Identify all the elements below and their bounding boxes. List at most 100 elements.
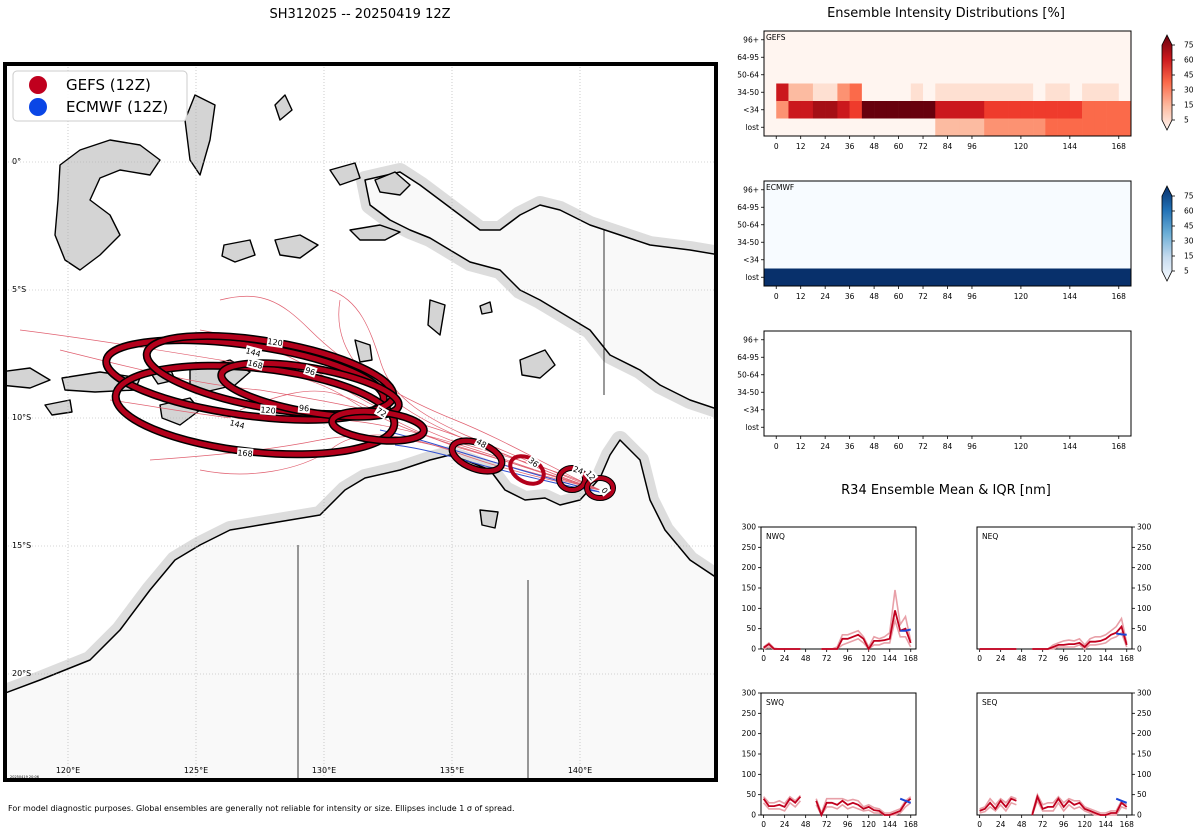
x-tick-label: 72 — [822, 654, 832, 663]
gefs-mean-line — [979, 624, 1128, 650]
heatmap-cell — [1033, 118, 1046, 137]
map-axis-labels: 120°E 125°E 130°E 135°E 140°E 0° 5°S 10°… — [10, 157, 592, 779]
x-tick-label: 120 — [1078, 654, 1093, 663]
heatmap-cell — [1106, 101, 1120, 119]
colorbar-blues-ticks: 5 15 30 45 60 75 — [1172, 192, 1194, 276]
y-tick-label: 200 — [1137, 563, 1152, 572]
y-tick-label: lost — [745, 123, 759, 132]
y-tick-label: 300 — [1137, 689, 1152, 698]
ellipse-label: 168 — [237, 448, 253, 458]
r34-panel-seq: SEQ 0 50 100 150 200 250 300 0 24 48 72 96 120 144 168 — [976, 689, 1152, 829]
x-tick-label: 120 — [1014, 442, 1029, 451]
heatmap-cell — [1106, 83, 1120, 102]
heatmap-cell — [1082, 101, 1095, 119]
map-legend: GEFS (12Z) ECMWF (12Z) — [12, 70, 188, 122]
ellipse-label: 96 — [304, 366, 317, 378]
heatmap-cell — [874, 118, 887, 137]
ecmwf-mean-line — [899, 797, 912, 804]
heatmap-cell — [800, 118, 814, 137]
x-tick-label: 144 — [1063, 292, 1078, 301]
heatmap-cell — [849, 118, 863, 137]
colorbar-tick-label: 5 — [1184, 116, 1189, 125]
ellipse-168a — [103, 337, 387, 423]
heatmap-cell — [984, 83, 997, 102]
x-tick-label: 60 — [894, 442, 904, 451]
heatmap-empty: 96+ 64-95 50-64 34-50 <34 lost 0 12 24 36 48 60 72 84… — [737, 330, 1132, 451]
heatmap-cell — [837, 118, 850, 137]
gefs-iqr-low-line — [762, 800, 912, 817]
lon-label: 130°E — [312, 766, 336, 775]
heatmap-cell — [776, 83, 789, 102]
x-tick-label: 24 — [820, 292, 830, 301]
x-tick-label: 72 — [918, 142, 928, 151]
heatmap-cell — [1069, 83, 1083, 102]
x-tick-label: 120 — [1078, 820, 1093, 829]
y-tick-label: 50 — [746, 624, 756, 633]
y-tick-label: 96+ — [743, 335, 759, 344]
y-tick-label: 34-50 — [737, 388, 759, 397]
x-tick-label: 96 — [843, 654, 853, 663]
x-tick-label: 168 — [1112, 142, 1127, 151]
x-tick-label: 96 — [1059, 820, 1069, 829]
y-tick-label: 96+ — [743, 185, 759, 194]
heatmap-cell — [1020, 101, 1034, 119]
y-tick-label: 250 — [1137, 709, 1152, 718]
heatmap-cell — [898, 118, 912, 137]
r34-panel-neq: NEQ 0 50 100 150 200 250 300 0 24 48 72 96 120 144 168 — [976, 523, 1152, 663]
ellipse-0 — [585, 476, 615, 500]
x-tick-label: 12 — [796, 142, 806, 151]
r34-quadrant-label: NEQ — [982, 532, 998, 541]
colorbar-tick-label: 30 — [1184, 86, 1194, 95]
heatmap-cell — [1008, 118, 1022, 137]
heatmap-cell — [886, 118, 899, 137]
x-tick-label: 144 — [1099, 654, 1114, 663]
heatmap-cell — [910, 118, 924, 137]
x-tick-label: 144 — [1099, 820, 1114, 829]
heatmap-cell — [837, 101, 850, 119]
y-tick-label: 300 — [1137, 523, 1152, 532]
heatmap-cell — [1045, 83, 1058, 102]
y-tick-label: 150 — [742, 750, 757, 759]
australia-landmass — [5, 431, 716, 780]
heatmap-cell — [1118, 118, 1132, 137]
heatmap-cell — [1069, 118, 1083, 137]
x-tick-label: 144 — [883, 820, 898, 829]
x-tick-label: 72 — [1038, 654, 1048, 663]
x-tick-label: 36 — [845, 442, 855, 451]
x-tick-label: 120 — [1014, 142, 1029, 151]
heatmap-cell — [1033, 101, 1046, 119]
x-tick-label: 36 — [845, 142, 855, 151]
lat-label: 10°S — [12, 413, 31, 422]
heatmap-cell — [1094, 83, 1107, 102]
political-borders — [297, 230, 605, 780]
heatmap-cell — [947, 101, 961, 119]
heatmap-cell — [1045, 118, 1058, 137]
heatmap-cell — [849, 101, 863, 119]
x-tick-label: 24 — [780, 654, 790, 663]
x-tick-label: 72 — [918, 442, 928, 451]
map-frame — [3, 62, 718, 782]
y-tick-label: 64-95 — [737, 353, 759, 362]
x-tick-label: 48 — [1017, 654, 1027, 663]
x-tick-label: 72 — [918, 292, 928, 301]
ellipse-label: 72 — [375, 406, 388, 419]
colorbar-reds-ticks: 5 15 30 45 60 75 — [1172, 41, 1194, 125]
lon-label: 120°E — [56, 766, 80, 775]
ecmwf-mean-line — [900, 628, 911, 632]
heatmap-cell — [959, 101, 973, 119]
y-tick-label: 150 — [1137, 750, 1152, 759]
gefs-mean-line — [763, 610, 912, 651]
x-tick-label: 120 — [1014, 292, 1029, 301]
y-tick-label: lost — [745, 273, 759, 282]
r34-frame — [976, 526, 1133, 650]
y-tick-label: 0 — [1137, 645, 1142, 654]
y-tick-label: 50 — [1137, 790, 1147, 799]
heatmap-cell — [959, 118, 973, 137]
heatmap-cell — [959, 83, 973, 102]
legend-label-gefs: GEFS (12Z) — [66, 76, 151, 94]
y-tick-label: 200 — [742, 729, 757, 738]
x-tick-label: 72 — [822, 820, 832, 829]
colorbar-blues — [1161, 185, 1173, 282]
ellipse-24 — [557, 466, 587, 492]
